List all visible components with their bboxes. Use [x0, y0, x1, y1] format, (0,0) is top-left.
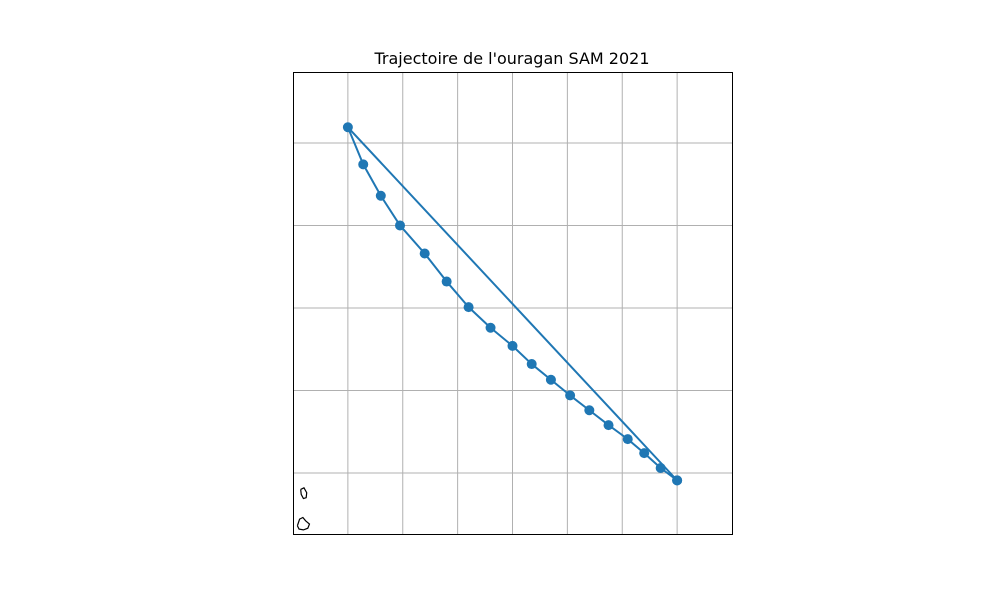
track-points: [342, 122, 683, 486]
map-frame: [293, 72, 733, 535]
track-point-16: [375, 190, 386, 201]
track-point-19: [672, 475, 683, 486]
track-point-10: [507, 340, 518, 351]
track-point-18: [342, 122, 353, 133]
coastline-small-island-south: [296, 516, 311, 531]
coastline-small-island-north: [300, 487, 308, 500]
grid: [293, 72, 732, 534]
track-point-2: [655, 463, 666, 473]
track-point-6: [584, 405, 595, 416]
track-point-9: [526, 359, 537, 370]
track-point-12: [463, 302, 474, 313]
track-point-13: [441, 276, 452, 287]
track-point-4: [622, 434, 633, 445]
track-point-14: [419, 248, 430, 259]
track-point-3: [639, 448, 650, 459]
track-point-8: [545, 374, 556, 385]
track-point-15: [395, 220, 406, 231]
coastlines: [296, 487, 311, 531]
track-point-5: [603, 420, 614, 431]
map-title: Trajectoire de l'ouragan SAM 2021: [374, 49, 650, 68]
track-point-7: [565, 390, 576, 401]
track-point-17: [358, 159, 369, 170]
track-point-11: [485, 322, 496, 333]
